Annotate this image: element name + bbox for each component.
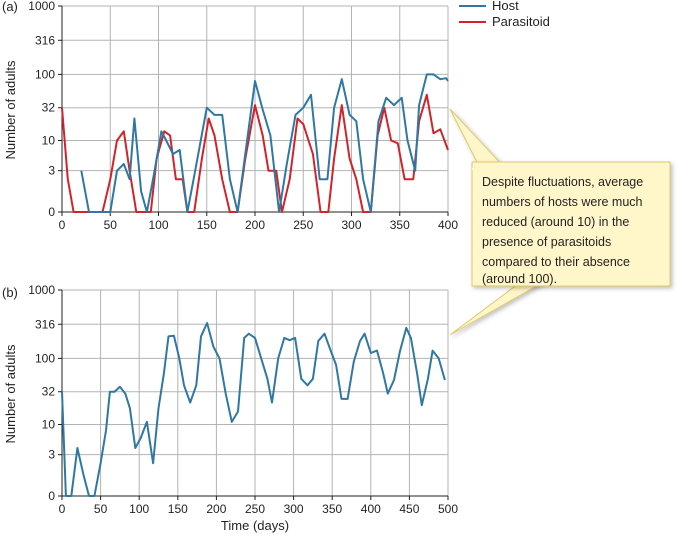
x-tick-label: 350: [322, 502, 342, 516]
legend-host-label: Host: [492, 0, 519, 13]
y-tick-label: 3: [48, 164, 55, 178]
x-tick-label: 150: [197, 218, 217, 232]
annotation-line-6: (around 100).: [482, 272, 557, 286]
series-line-parasitoid: [61, 93, 449, 213]
annotation-line-5: compared to their absence: [482, 255, 630, 269]
y-tick-label: 32: [42, 101, 56, 115]
x-tick-label: 0: [59, 502, 66, 516]
y-tick-label: 0: [48, 489, 55, 503]
panel-a-x-ticks: 0 50 100 150 200 250 300 350 400: [59, 212, 458, 232]
x-tick-label: 500: [438, 502, 458, 516]
y-tick-label: 10: [42, 418, 56, 432]
y-tick-label: 0: [48, 205, 55, 219]
panel-label-b: (b): [2, 285, 18, 300]
series-line-host: [61, 322, 446, 497]
x-tick-label: 200: [245, 218, 265, 232]
x-tick-label: 300: [341, 218, 361, 232]
x-tick-label: 350: [390, 218, 410, 232]
panel-a-y-ticks: 0 3 10 32 100 316 1000: [28, 0, 62, 219]
panel-b-x-ticks: 0 50 100 150 200 250 300 350 400 450 500: [59, 496, 458, 516]
annotation-line-1: Despite fluctuations, average: [482, 175, 643, 189]
annotation-line-2: numbers of hosts were much: [482, 195, 643, 209]
panel-a-series: [61, 73, 449, 213]
y-tick-label: 1000: [28, 0, 55, 13]
legend: Host Parasitoid: [459, 0, 550, 29]
annotation-callout: Despite fluctuations, average numbers of…: [471, 161, 671, 287]
panel-a-y-axis-label: Number of adults: [3, 60, 18, 159]
callout-pointer-a: [449, 108, 507, 169]
x-tick-label: 200: [206, 502, 226, 516]
panel-label-a: (a): [2, 0, 18, 14]
x-tick-label: 400: [438, 218, 458, 232]
y-tick-label: 1000: [28, 283, 55, 297]
annotation-line-4: presence of parasitoids: [482, 235, 611, 249]
annotation-line-3: reduced (around 10) in the: [482, 215, 629, 229]
x-tick-label: 0: [59, 218, 66, 232]
panel-b-x-axis-label: Time (days): [221, 518, 289, 533]
x-tick-label: 250: [245, 502, 265, 516]
y-tick-label: 316: [35, 33, 55, 47]
y-tick-label: 32: [42, 385, 56, 399]
y-tick-label: 3: [48, 448, 55, 462]
x-tick-label: 150: [168, 502, 188, 516]
panel-b-y-ticks: 0 3 10 32 100 316 1000: [28, 283, 62, 503]
legend-parasitoid-label: Parasitoid: [492, 14, 550, 29]
x-tick-label: 450: [399, 502, 419, 516]
x-tick-label: 400: [361, 502, 381, 516]
y-tick-label: 10: [42, 134, 56, 148]
x-tick-label: 100: [129, 502, 149, 516]
panel-b-grid: [61, 289, 449, 497]
x-tick-label: 100: [148, 218, 168, 232]
x-tick-label: 50: [94, 502, 108, 516]
x-tick-label: 300: [284, 502, 304, 516]
x-tick-label: 50: [104, 218, 118, 232]
panel-a: (a) 0 3 10 32 100 316 1000 0 50 100 150 200 250 300 3…: [2, 0, 550, 232]
series-line-host: [80, 73, 449, 213]
callout-pointers: [449, 108, 558, 336]
y-tick-label: 316: [35, 317, 55, 331]
panel-b-series: [61, 322, 446, 497]
x-tick-label: 250: [293, 218, 313, 232]
y-tick-label: 100: [35, 351, 55, 365]
y-tick-label: 100: [35, 67, 55, 81]
panel-b: (b) 0 3 10 32 100 316 1000 0 50 100 150 200 250 300 3…: [2, 283, 458, 533]
panel-b-y-axis-label: Number of adults: [3, 344, 18, 443]
